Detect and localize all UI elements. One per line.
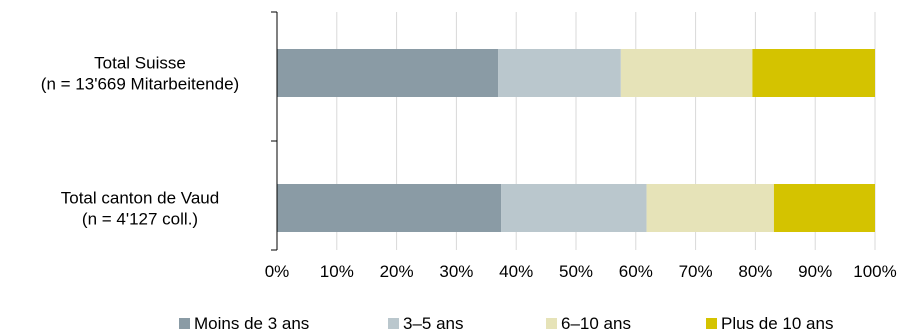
x-tick-label: 90% [798, 262, 832, 281]
legend-swatch [546, 318, 557, 329]
x-tick-label: 40% [499, 262, 533, 281]
bar-segment [620, 49, 753, 97]
bar-segment [752, 49, 875, 97]
legend-label: 3–5 ans [403, 314, 464, 332]
bar-segment [501, 184, 647, 232]
legend-label: 6–10 ans [561, 314, 631, 332]
legend-swatch [179, 318, 190, 329]
bars [277, 49, 875, 232]
bar-segment [773, 184, 875, 232]
x-tick-label: 0% [265, 262, 290, 281]
legend-swatch [388, 318, 399, 329]
x-tick-label: 70% [679, 262, 713, 281]
category-label: Total canton de Vaud [61, 189, 219, 208]
category-label: (n = 4'127 coll.) [82, 210, 198, 229]
x-tick-label: 10% [320, 262, 354, 281]
legend-label: Moins de 3 ans [194, 314, 309, 332]
bar-segment [646, 184, 774, 232]
category-label: Total Suisse [94, 54, 186, 73]
bar-segment [277, 184, 502, 232]
x-tick-label: 60% [619, 262, 653, 281]
legend-swatch [706, 318, 717, 329]
category-label: (n = 13'669 Mitarbeitende) [41, 75, 239, 94]
bar-segment [277, 49, 499, 97]
x-tick-label: 20% [380, 262, 414, 281]
legend: Moins de 3 ans 3–5 ans 6–10 ans Plus de 10 … [179, 314, 833, 332]
bar-segment [498, 49, 621, 97]
x-tick-label: 100% [853, 262, 896, 281]
x-tick-label: 80% [738, 262, 772, 281]
category-labels: Total Suisse (n = 13'669 Mitarbeitende) To… [41, 54, 239, 229]
x-tick-label: 30% [439, 262, 473, 281]
legend-label: Plus de 10 ans [721, 314, 833, 332]
y-axis [271, 11, 278, 251]
x-tick-label: 50% [559, 262, 593, 281]
x-tick-labels: 0% 10% 20% 30% 40% 50% 60% 70% 80% 90% 100% [265, 262, 897, 281]
